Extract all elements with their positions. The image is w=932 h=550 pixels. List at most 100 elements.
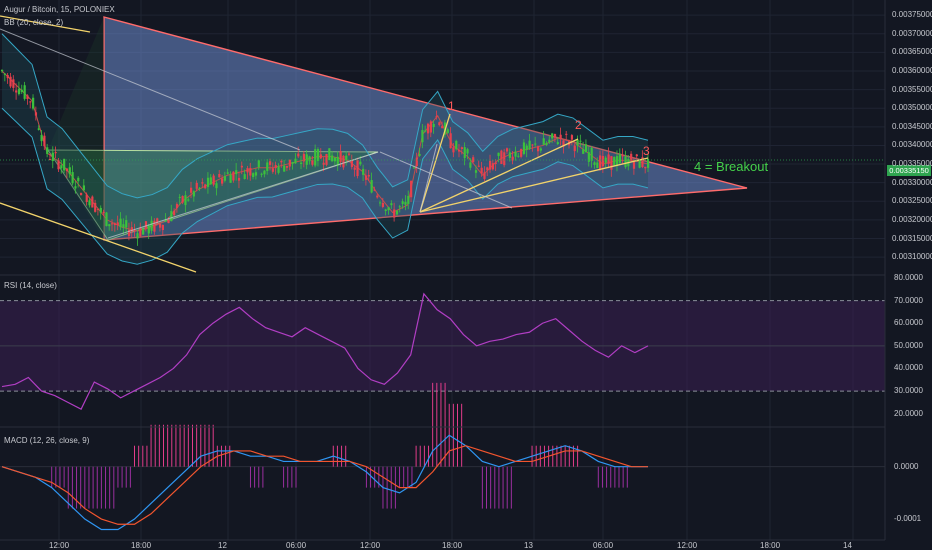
candle-body <box>235 170 238 175</box>
candle-body <box>9 76 12 87</box>
descending-grey-line <box>0 28 301 151</box>
candle-body <box>23 85 26 99</box>
bb-band-fill <box>2 33 648 265</box>
candle-body <box>195 182 198 189</box>
candle-body <box>63 158 66 171</box>
candle-body <box>387 207 390 211</box>
time-tick-label: 18:00 <box>442 541 463 550</box>
candle-body <box>525 145 528 150</box>
wave3-leg <box>419 157 649 213</box>
candle-body <box>108 224 111 227</box>
candle-body <box>6 75 9 79</box>
candle-body <box>463 147 466 159</box>
candle-body <box>142 229 145 235</box>
candle-body <box>161 224 164 231</box>
bb-lower-line <box>1 107 649 265</box>
candle-body <box>237 177 241 181</box>
rsi-tick-label: 70.0000 <box>894 295 923 305</box>
candle-body <box>111 223 114 225</box>
candle-body <box>644 166 647 169</box>
candle-body <box>486 167 489 171</box>
bb-basis-line <box>1 70 649 232</box>
price-tick-label: 0.00315000 <box>892 233 932 243</box>
time-tick-label: 12 <box>218 541 227 550</box>
green-tri-edge <box>107 151 379 239</box>
wave-label-1: 1 <box>448 99 455 113</box>
candle-body <box>232 171 235 181</box>
candle-body <box>147 225 150 234</box>
candle-body <box>198 187 201 189</box>
lower-channel-line <box>0 202 197 273</box>
candle-body <box>632 161 636 169</box>
candle-body <box>336 156 339 166</box>
candle-body <box>34 112 38 116</box>
candle-body <box>570 135 574 140</box>
candle-body <box>621 155 624 157</box>
candle-body <box>150 220 153 231</box>
price-tick-label: 0.00360000 <box>892 66 932 75</box>
candle-body <box>3 73 7 75</box>
candle-body <box>438 122 441 126</box>
candle-body <box>190 187 193 193</box>
candle-body <box>322 162 325 165</box>
candle-body <box>466 149 469 154</box>
candle-body <box>534 143 537 145</box>
candle-body <box>153 220 156 232</box>
left-triangle-shade <box>48 17 104 240</box>
candle-body <box>565 133 568 135</box>
candle-body <box>373 189 376 191</box>
macd-indicator-label: MACD (12, 26, close, 9) <box>4 436 90 445</box>
candle-body <box>249 167 252 176</box>
candle-body <box>187 199 190 201</box>
wave-label-2: 2 <box>575 118 582 132</box>
candle-body <box>573 145 576 152</box>
candle-body <box>99 207 102 213</box>
candle-body <box>356 160 359 177</box>
candle-body <box>127 230 131 237</box>
current-price-badge: 0.00335150 <box>887 165 931 176</box>
candle-body <box>218 173 221 178</box>
candle-body <box>263 170 266 175</box>
candle-body <box>102 211 105 214</box>
symbol-title: Augur / Bitcoin, 15, POLONIEX <box>4 5 115 14</box>
macd-series <box>0 382 885 531</box>
candle-body <box>105 212 108 226</box>
candle-body <box>553 133 557 138</box>
price-tick-label: 0.00310000 <box>892 252 932 262</box>
candle-body <box>641 157 644 167</box>
candle-body <box>635 154 638 157</box>
candle-body <box>410 180 413 198</box>
candle-body <box>164 219 167 222</box>
candle-body <box>531 144 534 146</box>
candle-body <box>209 177 212 185</box>
candle-body <box>294 158 297 164</box>
bollinger-bands <box>1 33 649 265</box>
candle-body <box>283 165 286 172</box>
candle-body <box>20 89 23 92</box>
grey-leg-2 <box>379 151 513 209</box>
candle-body <box>223 176 227 181</box>
candle-body <box>170 211 173 222</box>
candle-body <box>204 184 207 189</box>
candle-body <box>345 155 348 160</box>
candle-body <box>119 218 122 228</box>
candle-body <box>536 146 540 152</box>
candle-body <box>311 159 314 165</box>
rsi-tick-label: 30.0000 <box>894 386 923 396</box>
wave2-leg <box>419 138 579 213</box>
rsi-tick-label: 60.0000 <box>894 318 923 328</box>
candle-body <box>57 160 60 170</box>
candle-body <box>285 165 289 168</box>
candle-body <box>291 161 294 164</box>
candle-body <box>350 160 353 167</box>
candle-body <box>77 177 80 182</box>
candle-body <box>178 196 181 198</box>
time-tick-label: 06:00 <box>286 541 307 550</box>
candle-body <box>582 149 585 154</box>
candle-body <box>15 90 18 93</box>
candle-body <box>426 123 430 134</box>
candle-body <box>630 153 633 161</box>
candle-body <box>181 196 184 203</box>
candle-body <box>60 165 63 169</box>
